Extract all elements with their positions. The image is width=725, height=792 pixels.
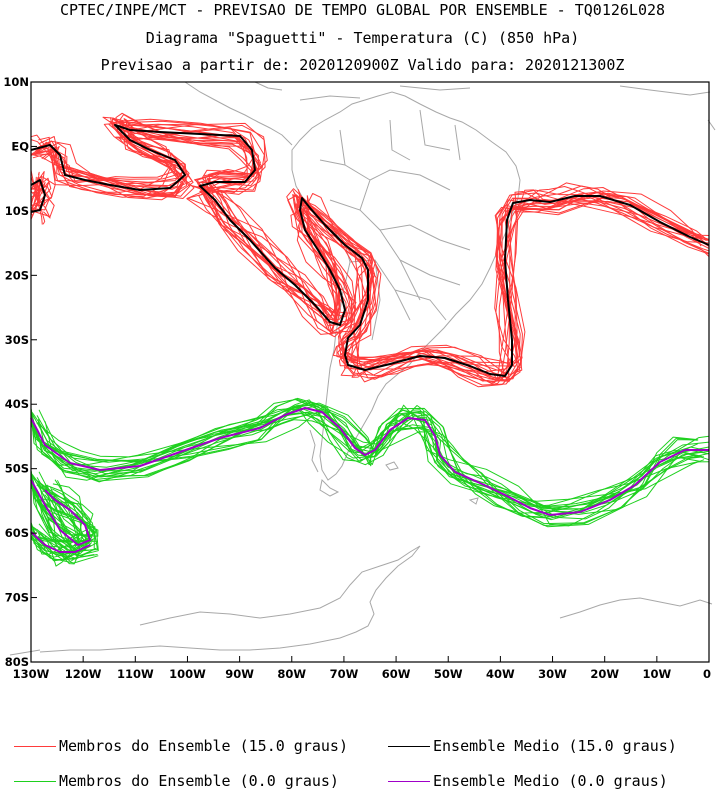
- legend-cold-members: Membros do Ensemble (0.0 graus): [14, 771, 339, 791]
- warm-member-line: [30, 188, 55, 218]
- lat-label: 20S: [5, 268, 29, 282]
- lat-label: 60S: [5, 526, 29, 540]
- cold-mean-line: [30, 407, 709, 516]
- contour-lines: [30, 112, 710, 567]
- cold-member-line: [37, 491, 94, 540]
- lat-label: EQ: [11, 139, 29, 153]
- lat-label: 10S: [5, 204, 29, 218]
- warm-member-line: [36, 118, 710, 383]
- warm-member-line: [30, 177, 52, 207]
- lon-label: 20W: [590, 667, 619, 681]
- falkland-islands: [385, 461, 399, 471]
- title-line-3: Previsao a partir de: 2020120900Z Valido…: [100, 56, 625, 74]
- lon-label: 10W: [642, 667, 671, 681]
- warm-member-line: [30, 118, 710, 382]
- cold-member-line: [36, 404, 710, 507]
- lon-label: 100W: [169, 667, 206, 681]
- legend-swatch-cold-mean: [388, 780, 430, 782]
- lat-label: 10N: [3, 75, 29, 89]
- lat-label: 70S: [5, 591, 29, 605]
- tierra-del-fuego: [309, 429, 340, 497]
- warm-member-line: [38, 123, 710, 380]
- legend-swatch-warm-mean: [388, 745, 430, 747]
- cold-member-line: [33, 536, 90, 558]
- warm-member-line: [39, 128, 710, 373]
- lon-label: 120W: [65, 667, 102, 681]
- lon-label: 0: [703, 667, 711, 681]
- warm-member-line: [34, 118, 703, 382]
- cold-member-line: [36, 477, 81, 558]
- lon-label: 30W: [538, 667, 567, 681]
- warm-mean-line: [30, 124, 710, 377]
- lon-label: 80W: [277, 667, 306, 681]
- legend-cold-mean: Ensemble Medio (0.0 graus): [388, 771, 668, 791]
- antarctica-coast: [9, 545, 713, 656]
- warm-member-line: [36, 123, 710, 380]
- warm-member-line: [30, 120, 702, 382]
- warm-member-line: [41, 114, 710, 386]
- warm-member-line: [35, 118, 710, 383]
- warm-member-line: [32, 117, 702, 385]
- cold-member-line: [36, 529, 81, 565]
- cold-member-line: [30, 522, 95, 560]
- cold-member-line: [30, 473, 92, 550]
- lon-label: 110W: [117, 667, 154, 681]
- cold-mean-line: [30, 531, 91, 553]
- legend-label-cold-members: Membros do Ensemble (0.0 graus): [59, 772, 339, 790]
- cold-member-line: [32, 481, 96, 536]
- lon-label: 130W: [13, 667, 50, 681]
- cold-member-line: [30, 479, 99, 537]
- lon-label: 70W: [330, 667, 359, 681]
- south-georgia: [468, 497, 479, 505]
- warm-member-line: [34, 121, 710, 382]
- cold-member-line: [44, 535, 79, 567]
- legend-label-warm-mean: Ensemble Medio (15.0 graus): [433, 737, 677, 755]
- lon-label: 50W: [434, 667, 463, 681]
- lat-label: 50S: [5, 462, 29, 476]
- cold-member-line: [37, 419, 699, 515]
- legend-label-warm-members: Membros do Ensemble (15.0 graus): [59, 737, 348, 755]
- central-america-coast: [184, 81, 716, 146]
- warm-member-line: [30, 176, 37, 206]
- cold-member-line: [31, 525, 87, 554]
- warm-member-line: [30, 124, 710, 379]
- title-line-1: CPTEC/INPE/MCT - PREVISAO DE TEMPO GLOBA…: [59, 1, 666, 19]
- cold-member-line: [33, 412, 703, 510]
- legend-swatch-warm-members: [14, 745, 56, 747]
- legend-warm-mean: Ensemble Medio (15.0 graus): [388, 736, 677, 756]
- warm-member-line: [30, 118, 710, 383]
- warm-member-line: [38, 127, 710, 377]
- map-frame: [30, 81, 710, 663]
- legend-label-cold-mean: Ensemble Medio (0.0 graus): [433, 772, 668, 790]
- lat-label: 80S: [5, 655, 29, 669]
- legend-warm-members: Membros do Ensemble (15.0 graus): [14, 736, 348, 756]
- cold-mean-line: [30, 479, 91, 546]
- title-line-2: Diagrama "Spaguetti" - Temperatura (C) (…: [145, 29, 580, 47]
- cold-member-line: [31, 474, 87, 547]
- legend-swatch-cold-members: [14, 780, 56, 782]
- cold-member-line: [37, 533, 89, 555]
- lat-label: 30S: [5, 333, 29, 347]
- lon-label: 90W: [225, 667, 254, 681]
- lat-label: 40S: [5, 397, 29, 411]
- lon-label: 60W: [382, 667, 411, 681]
- country-borders: [319, 109, 471, 341]
- lon-label: 40W: [486, 667, 515, 681]
